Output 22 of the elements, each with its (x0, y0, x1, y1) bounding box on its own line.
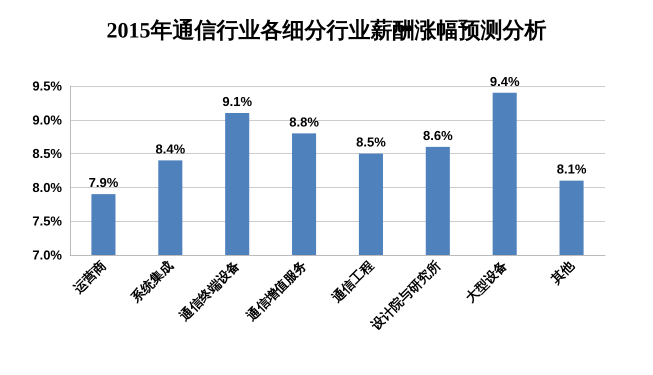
data-label: 8.6% (422, 128, 454, 143)
y-tick-label: 7.5% (32, 214, 62, 229)
y-tick-label: 8.5% (32, 146, 62, 162)
x-tick-label: 其他 (547, 256, 578, 288)
data-label: 8.4% (155, 141, 186, 156)
data-label: 8.1% (556, 162, 587, 177)
x-tick-label: 通信增值服务 (242, 258, 310, 324)
data-label: 9.4% (490, 74, 520, 89)
x-tick-label: 大型设备 (462, 258, 510, 306)
data-label: 8.8% (289, 114, 320, 130)
x-tick-label: 系统集成 (128, 258, 176, 306)
chart-title: 2015年通信行业各细分行业薪酬涨幅预测分析 (106, 18, 546, 42)
y-tick-label: 8.0% (32, 180, 62, 195)
x-tick-label: 运营商 (70, 258, 109, 297)
x-tick-label: 通信工程 (328, 258, 376, 306)
data-label: 8.5% (356, 134, 386, 150)
x-tick-label: 通信终端设备 (176, 258, 242, 324)
y-tick-label: 9.5% (32, 78, 62, 94)
data-label: 7.9% (88, 175, 119, 190)
y-tick-label: 9.0% (32, 112, 62, 128)
y-tick-label: 7.0% (32, 248, 62, 262)
data-label: 9.1% (222, 94, 252, 110)
